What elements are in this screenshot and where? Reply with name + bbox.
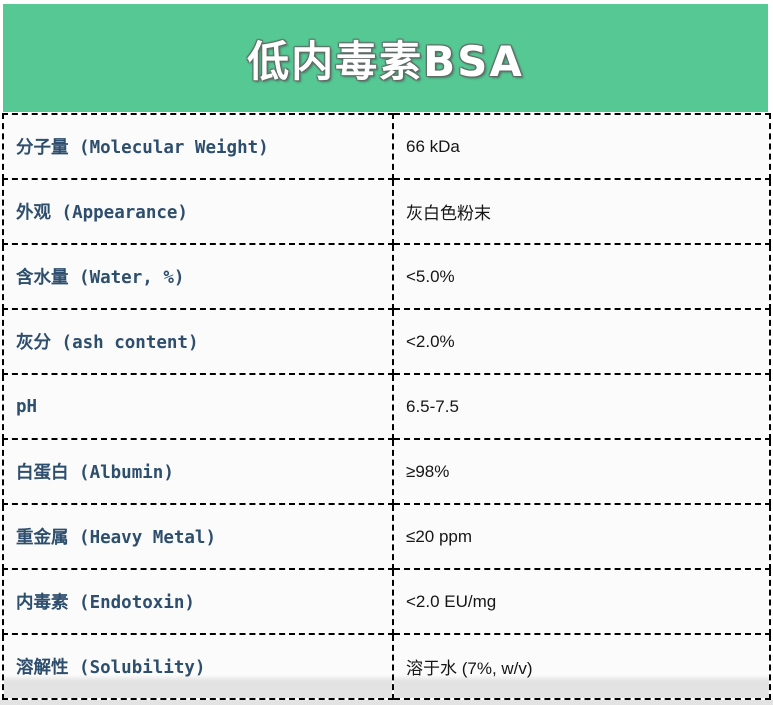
page-title: 低内毒素BSA bbox=[247, 36, 524, 86]
spec-value: 66 kDa bbox=[392, 113, 771, 180]
spec-label: pH bbox=[2, 373, 394, 440]
table-row: 白蛋白 (Albumin) ≥98% bbox=[2, 438, 771, 505]
spec-value: <2.0% bbox=[392, 308, 771, 375]
table-row: 外观 (Appearance) 灰白色粉末 bbox=[2, 178, 771, 245]
spec-label: 重金属 (Heavy Metal) bbox=[2, 503, 394, 570]
spec-label: 内毒素 (Endotoxin) bbox=[2, 568, 394, 635]
table-row: 重金属 (Heavy Metal) ≤20 ppm bbox=[2, 503, 771, 570]
spec-value: ≤20 ppm bbox=[392, 503, 771, 570]
spec-value: 6.5-7.5 bbox=[392, 373, 771, 440]
header-banner: 低内毒素BSA bbox=[3, 4, 768, 112]
bottom-strip bbox=[0, 700, 773, 705]
spec-value: <2.0 EU/mg bbox=[392, 568, 771, 635]
table-row: 内毒素 (Endotoxin) <2.0 EU/mg bbox=[2, 568, 771, 635]
spec-label: 外观 (Appearance) bbox=[2, 178, 394, 245]
table-row: 灰分 (ash content) <2.0% bbox=[2, 308, 771, 375]
spec-label: 分子量 (Molecular Weight) bbox=[2, 113, 394, 180]
table-row: 溶解性 (Solubility) 溶于水 (7%, w/v) bbox=[2, 633, 771, 700]
spec-label: 溶解性 (Solubility) bbox=[2, 633, 394, 700]
spec-value: 溶于水 (7%, w/v) bbox=[392, 633, 771, 700]
spec-label: 白蛋白 (Albumin) bbox=[2, 438, 394, 505]
table-row: pH 6.5-7.5 bbox=[2, 373, 771, 440]
table-row: 含水量 (Water, %) <5.0% bbox=[2, 243, 771, 310]
spec-value: ≥98% bbox=[392, 438, 771, 505]
spec-value: <5.0% bbox=[392, 243, 771, 310]
spec-table: 分子量 (Molecular Weight) 66 kDa 外观 (Appearan… bbox=[2, 113, 771, 700]
table-row: 分子量 (Molecular Weight) 66 kDa bbox=[2, 113, 771, 180]
spec-value: 灰白色粉末 bbox=[392, 178, 771, 245]
spec-label: 灰分 (ash content) bbox=[2, 308, 394, 375]
spec-label: 含水量 (Water, %) bbox=[2, 243, 394, 310]
